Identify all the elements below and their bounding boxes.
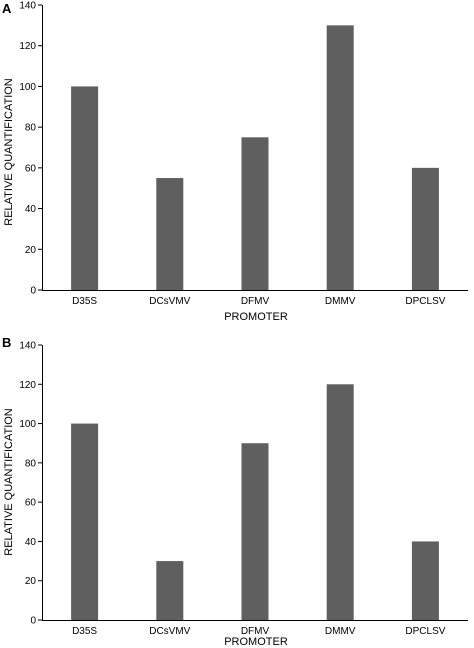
bars [71, 25, 439, 290]
x-tick-label: DFMV [241, 626, 270, 637]
y-tick-label: 20 [25, 576, 37, 587]
bar-dpclsv [411, 167, 439, 290]
y-tick-label: 40 [25, 204, 37, 215]
y-tick-label: 40 [25, 537, 37, 548]
x-tick-label: D35S [72, 296, 97, 307]
y-tick-label: 0 [30, 616, 36, 627]
y-axis-title: RELATIVE QUANTIFICATION [3, 78, 15, 226]
y-tick-label: 60 [25, 498, 37, 509]
x-tick-label: DMMV [325, 296, 356, 307]
x-tick-labels: D35S DCsVMV DFMV DMMV DPCLSV [72, 296, 446, 307]
y-tick-label: 60 [25, 163, 37, 174]
x-tick-label: DCsVMV [149, 296, 190, 307]
x-tick-label: DCsVMV [149, 626, 190, 637]
y-tick-label: 80 [25, 123, 37, 134]
bar-dfmv [241, 443, 269, 620]
y-tick-label: 20 [25, 245, 37, 256]
y-tick-label: 80 [25, 458, 37, 469]
bar-dcsvmv [156, 178, 184, 290]
y-tick-label: 140 [19, 341, 36, 352]
bar-dmmv [326, 384, 354, 620]
bars [71, 384, 439, 620]
x-tick-label: DPCLSV [405, 626, 445, 637]
bar-dpclsv [411, 541, 439, 620]
chart-panel-a: A RELATIVE QUANTIFICATION PROMOTER 0 20 40… [2, 1, 468, 323]
y-tick-label: 100 [19, 419, 36, 430]
y-ticks: 0 20 40 60 80 100 120 140 [19, 1, 42, 297]
x-axis-title: PROMOTER [224, 636, 288, 648]
y-ticks: 0 20 40 60 80 100 120 140 [19, 341, 42, 627]
y-tick-label: 0 [30, 286, 36, 297]
y-tick-label: 120 [19, 380, 36, 391]
bar-d35s [71, 423, 99, 620]
bar-dfmv [241, 137, 269, 290]
panel-label: A [2, 1, 12, 16]
bar-dmmv [326, 25, 354, 290]
y-axis-title: RELATIVE QUANTIFICATION [3, 408, 15, 556]
y-tick-label: 140 [19, 1, 36, 12]
bar-d35s [71, 86, 99, 290]
x-tick-label: DPCLSV [405, 296, 445, 307]
x-tick-label: D35S [72, 626, 97, 637]
x-axis-title: PROMOTER [224, 311, 288, 323]
y-tick-label: 100 [19, 82, 36, 93]
bar-dcsvmv [156, 561, 184, 620]
x-tick-label: DFMV [241, 296, 270, 307]
x-tick-labels: D35S DCsVMV DFMV DMMV DPCLSV [72, 626, 446, 637]
panel-label: B [2, 335, 11, 350]
y-tick-label: 120 [19, 41, 36, 52]
chart-panel-b: B RELATIVE QUANTIFICATION PROMOTER 0 20 40… [2, 335, 468, 648]
x-tick-label: DMMV [325, 626, 356, 637]
